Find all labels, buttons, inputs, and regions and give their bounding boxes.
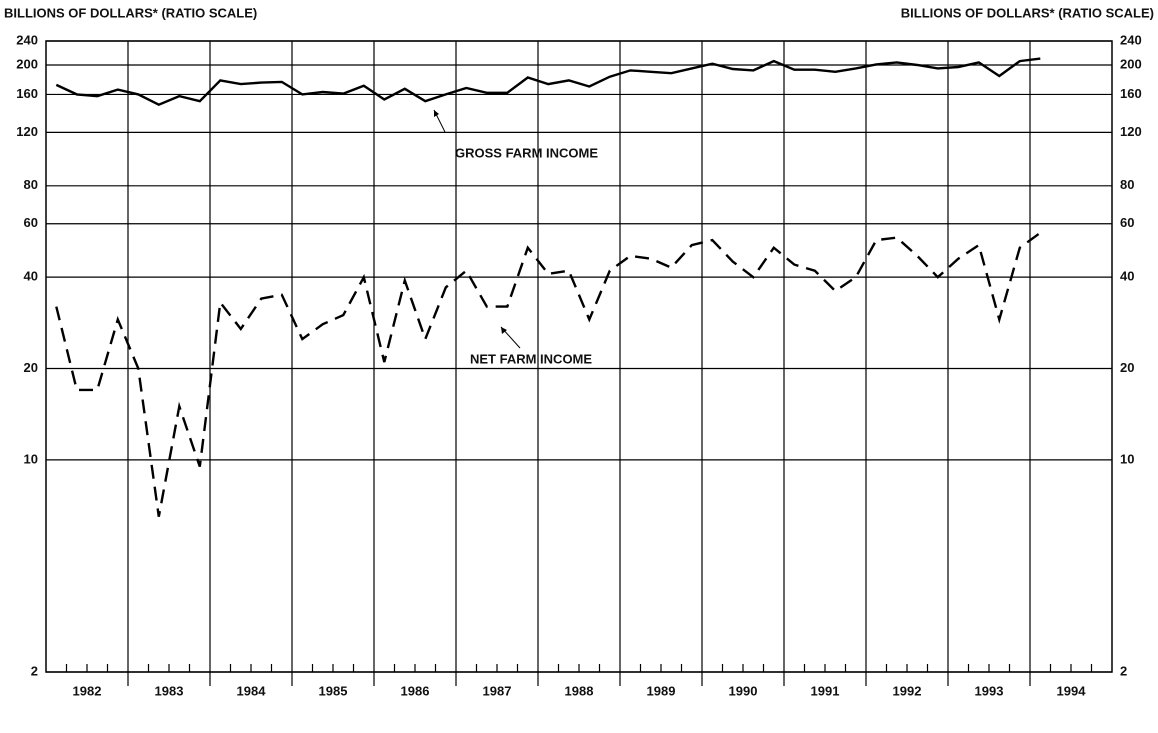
- series-line: [55, 231, 1042, 517]
- y2-tick-label: 10: [1120, 451, 1134, 466]
- y2-tick-label: 80: [1120, 177, 1134, 192]
- y-tick-label: 200: [16, 56, 38, 71]
- y-tick-label: 40: [24, 269, 38, 284]
- y2-tick-label: 120: [1120, 124, 1142, 139]
- y2-tick-label: 20: [1120, 360, 1134, 375]
- x-tick-label: 1988: [565, 683, 594, 698]
- y-tick-label: 2: [31, 663, 38, 678]
- y2-tick-label: 2: [1120, 663, 1127, 678]
- y2-tick-label: 160: [1120, 86, 1142, 101]
- x-tick-label: 1992: [893, 683, 922, 698]
- y-tick-label: 120: [16, 124, 38, 139]
- series-label: GROSS FARM INCOME: [455, 145, 598, 160]
- y-tick-label: 240: [16, 32, 38, 47]
- y2-axis-title: BILLIONS OF DOLLARS* (RATIO SCALE): [901, 5, 1154, 20]
- y2-tick-label: 240: [1120, 32, 1142, 47]
- y-tick-label: 160: [16, 86, 38, 101]
- arrow-head: [501, 327, 507, 334]
- x-tick-label: 1983: [155, 683, 184, 698]
- x-tick-label: 1993: [975, 683, 1004, 698]
- y-axis-title: BILLIONS OF DOLLARS* (RATIO SCALE): [4, 5, 257, 20]
- arrow-head: [434, 110, 439, 117]
- x-tick-label: 1989: [647, 683, 676, 698]
- y-tick-label: 60: [24, 215, 38, 230]
- series-line: [55, 57, 1041, 107]
- x-tick-label: 1987: [483, 683, 512, 698]
- series-label: NET FARM INCOME: [470, 351, 592, 366]
- x-tick-label: 1984: [237, 683, 267, 698]
- y-tick-label: 80: [24, 177, 38, 192]
- x-tick-label: 1991: [811, 683, 840, 698]
- x-tick-label: 1994: [1057, 683, 1087, 698]
- y-tick-label: 20: [24, 360, 38, 375]
- y2-tick-label: 40: [1120, 269, 1134, 284]
- x-tick-label: 1982: [73, 683, 102, 698]
- y2-tick-label: 60: [1120, 215, 1134, 230]
- x-tick-label: 1990: [729, 683, 758, 698]
- y2-tick-label: 200: [1120, 56, 1142, 71]
- x-tick-label: 1986: [401, 683, 430, 698]
- x-tick-label: 1985: [319, 683, 348, 698]
- y-tick-label: 10: [24, 451, 38, 466]
